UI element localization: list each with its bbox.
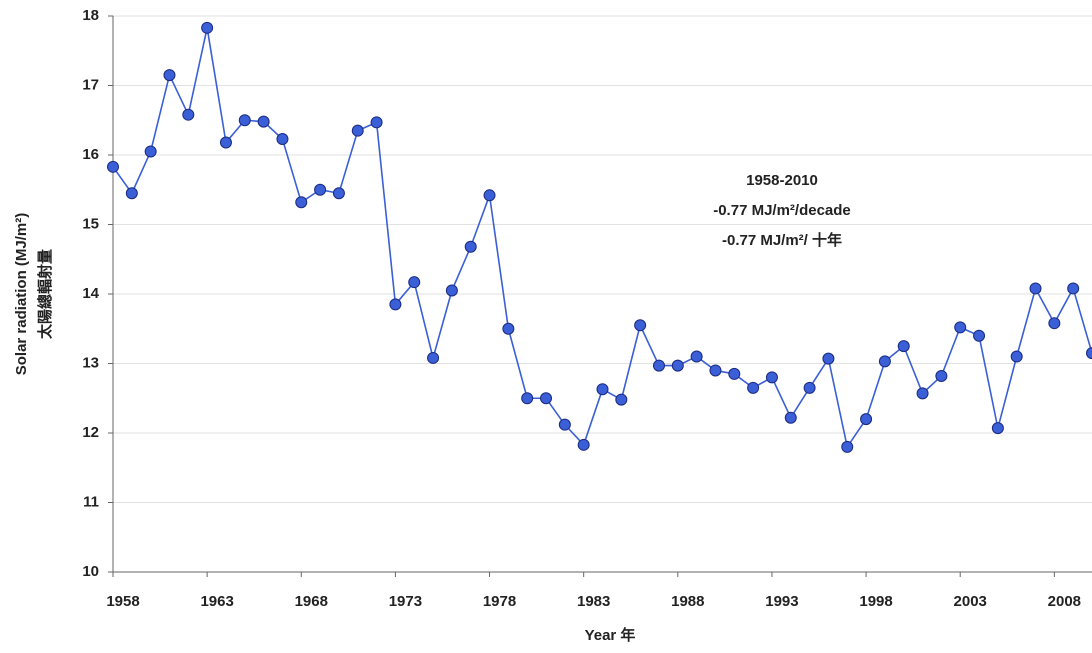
marker [897,340,910,353]
marker [540,392,553,405]
marker [219,136,232,149]
x-tick-label: 1973 [389,593,422,610]
marker [257,115,270,128]
marker [728,367,741,380]
marker [596,383,609,396]
y-tick-label: 16 [82,146,99,163]
marker [201,21,214,34]
marker [276,133,289,146]
marker [690,350,703,363]
marker [125,187,138,200]
marker [238,114,251,127]
marker [521,392,534,405]
y-tick-label: 10 [82,563,99,580]
marker [709,364,722,377]
y-tick-label: 14 [82,285,99,302]
marker [483,189,496,202]
marker [464,240,477,253]
marker [973,329,986,342]
x-tick-label: 2008 [1048,593,1081,610]
marker [1010,350,1023,363]
marker [1048,317,1061,330]
annotation: -0.77 MJ/m²/ 十年 [722,231,842,249]
marker [935,370,948,383]
marker [991,422,1004,435]
marker [747,381,760,394]
marker [314,183,327,196]
marker [107,160,119,173]
marker [445,284,458,297]
marker [370,116,383,129]
x-tick-label: 1963 [200,593,233,610]
x-tick-label: 1978 [483,593,516,610]
marker [916,387,929,400]
marker [803,381,816,394]
marker [144,145,157,158]
marker [784,411,797,424]
x-tick-label: 1993 [765,593,798,610]
marker [408,276,421,289]
marker [878,355,891,368]
marker [332,187,345,200]
y-tick-label: 12 [82,424,99,441]
y-tick-label: 15 [82,215,99,232]
marker [389,298,402,311]
marker [954,321,967,334]
marker [1086,347,1092,360]
y-axis-label: Solar radiation (MJ/m²) [13,213,30,376]
y-tick-label: 13 [82,354,99,371]
y-axis-label-2: 太陽總輻射量 [36,249,54,339]
x-tick-label: 1983 [577,593,610,610]
marker [577,438,590,451]
marker [822,352,835,365]
marker [1067,282,1080,295]
marker [765,371,778,384]
marker [860,413,873,426]
annotation: -0.77 MJ/m²/decade [713,202,851,219]
marker [615,393,628,406]
x-tick-label: 2003 [954,593,987,610]
marker [295,196,308,209]
x-tick-label: 1998 [859,593,892,610]
marker [163,69,176,82]
x-tick-label: 1988 [671,593,704,610]
y-tick-label: 17 [82,76,99,93]
marker [182,108,195,121]
marker [427,351,440,364]
y-tick-label: 11 [83,493,99,510]
x-tick-label: 1968 [295,593,328,610]
marker [558,418,571,431]
marker [841,440,854,453]
x-tick-label: 1958 [106,593,139,610]
marker [351,124,364,137]
marker [1029,282,1042,295]
x-axis-label: Year 年 [585,626,636,644]
marker [671,359,684,372]
annotation: 1958-2010 [746,172,818,189]
marker [634,319,647,332]
y-tick-label: 18 [82,7,99,24]
marker [502,322,515,335]
marker [652,359,665,372]
